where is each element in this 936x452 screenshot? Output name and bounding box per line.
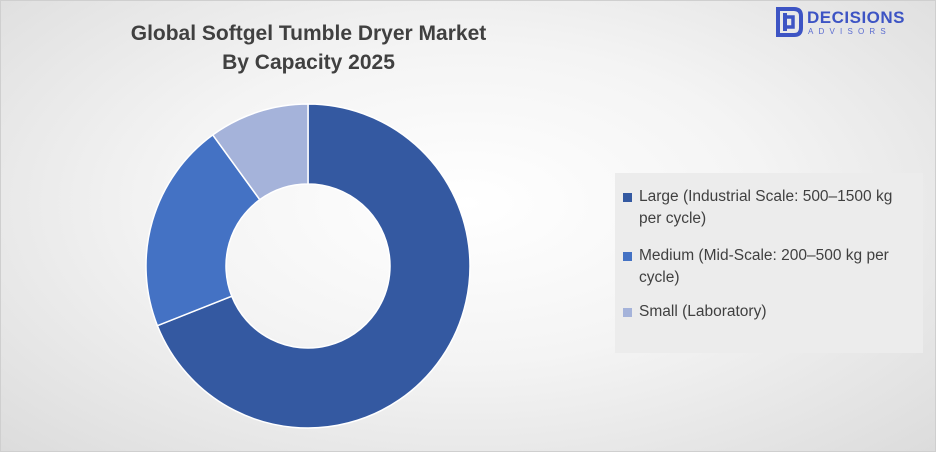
chart-title: Global Softgel Tumble Dryer Market By Ca…	[61, 19, 556, 77]
legend-item: Small (Laboratory)	[623, 301, 919, 323]
legend-label: Medium (Mid-Scale: 200–500 kg per cycle)	[639, 247, 889, 286]
decisions-advisors-logo-icon	[776, 7, 803, 37]
donut-slice-1	[145, 133, 261, 327]
chart-legend: Large (Industrial Scale: 500–1500 kg per…	[615, 173, 923, 353]
donut-slices	[145, 103, 471, 429]
logo-subtitle: ADVISORS	[808, 27, 891, 36]
legend-label: Small (Laboratory)	[639, 303, 767, 320]
donut-slice-0	[156, 103, 471, 429]
logo-name: DECISIONS	[807, 8, 906, 27]
legend-swatch	[623, 252, 632, 261]
legend-label: Large (Industrial Scale: 500–1500 kg per…	[639, 188, 893, 227]
legend-item: Medium (Mid-Scale: 200–500 kg per cycle)	[623, 245, 919, 289]
brand-logo: DECISIONS ADVISORS	[774, 6, 929, 40]
chart-title-line1: Global Softgel Tumble Dryer Market	[130, 22, 487, 45]
donut-slice-2	[211, 103, 309, 201]
chart-title-line2: By Capacity 2025	[222, 51, 395, 74]
legend-swatch	[623, 193, 632, 202]
legend-item: Large (Industrial Scale: 500–1500 kg per…	[623, 186, 919, 230]
legend-swatch	[623, 308, 632, 317]
